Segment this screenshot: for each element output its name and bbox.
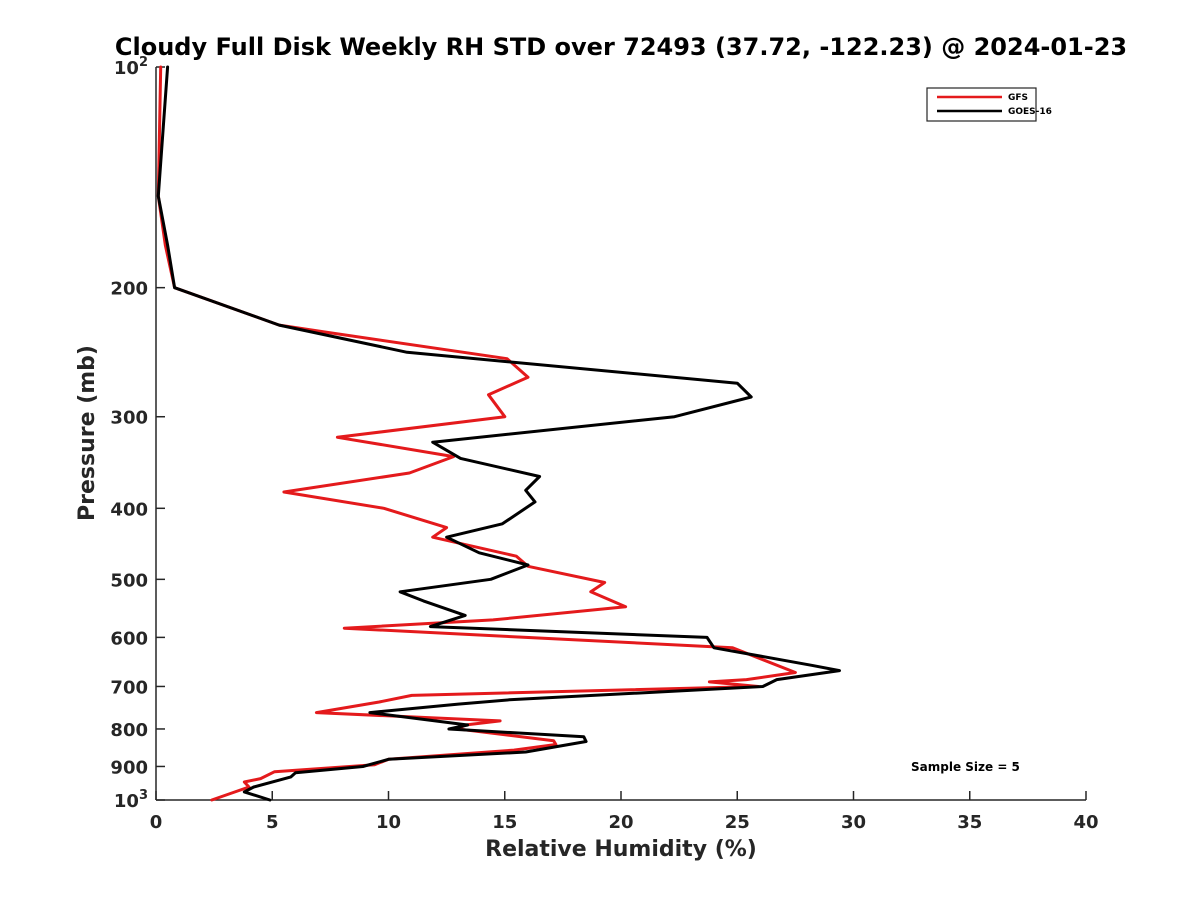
y-tick-label: 400 [110,499,148,520]
y-tick-label: 102 [114,55,148,79]
legend-label-gfs: GFS [1008,93,1028,103]
y-axis-label: Pressure (mb) [75,345,100,521]
y-tick-label: 300 [110,408,148,429]
x-tick-label: 25 [725,812,750,833]
y-tick-label: 600 [110,628,148,649]
y-tick-label: 500 [110,570,148,591]
x-tick-label: 10 [376,812,401,833]
y-tick-label: 900 [110,757,148,778]
x-ticks: 0 5 10 15 20 25 30 35 40 [150,791,1099,833]
y-tick-label: 103 [114,788,148,812]
y-tick-label: 800 [110,720,148,741]
x-axis-label: Relative Humidity (%) [485,837,757,862]
x-tick-label: 15 [492,812,517,833]
y-tick-label: 200 [110,279,148,300]
sample-size-annotation: Sample Size = 5 [911,760,1020,774]
legend-label-goes16: GOES-16 [1008,107,1052,117]
x-tick-label: 40 [1073,812,1098,833]
series-line-goes16 [156,65,841,802]
legend: GFS GOES-16 [926,87,1052,122]
y-ticks: 102 200 300 400 500 600 700 800 900 103 [110,55,165,812]
x-tick-label: 35 [957,812,982,833]
legend-box [926,87,1037,122]
x-tick-label: 0 [150,812,163,833]
x-tick-label: 20 [608,812,633,833]
y-tick-label: 700 [110,677,148,698]
series-layer [156,65,841,802]
x-tick-label: 5 [266,812,279,833]
series-line-gfs [156,65,797,802]
x-tick-label: 30 [841,812,866,833]
chart-title: Cloudy Full Disk Weekly RH STD over 7249… [115,33,1127,61]
